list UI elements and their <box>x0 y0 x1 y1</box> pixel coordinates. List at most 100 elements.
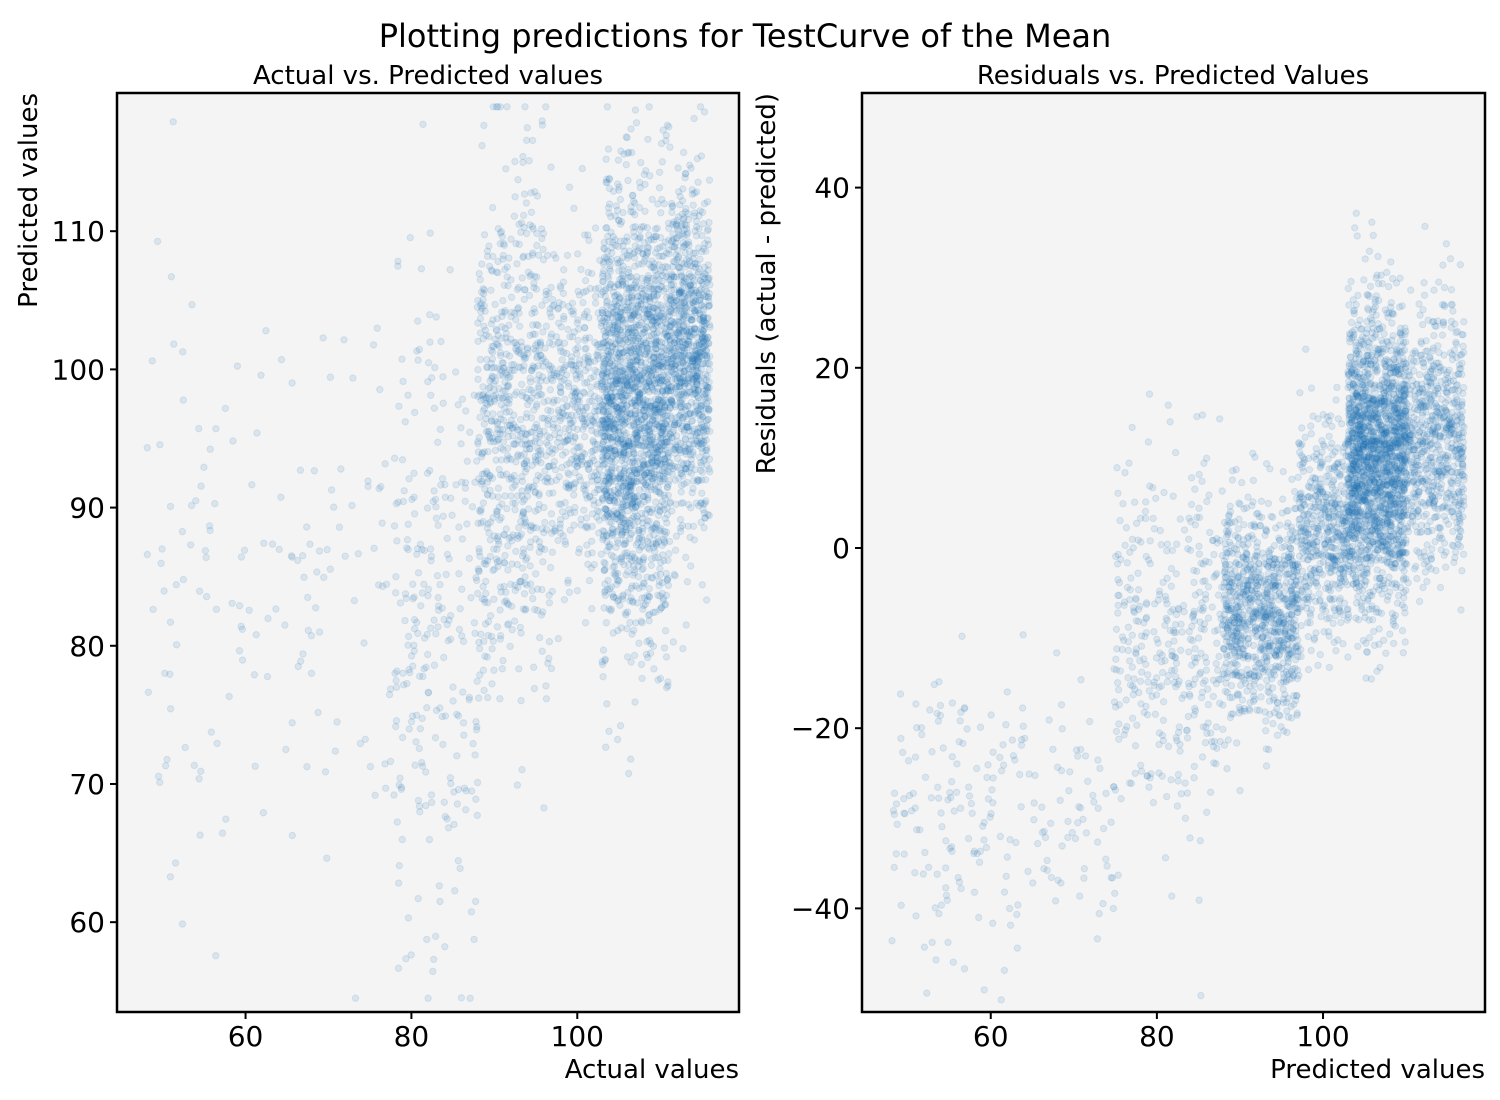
scatter-point <box>702 292 710 301</box>
scatter-point <box>1113 560 1122 568</box>
scatter-point <box>532 285 541 293</box>
scatter-point <box>667 383 675 391</box>
scatter-point <box>484 384 493 392</box>
scatter-point <box>566 526 574 534</box>
scatter-point <box>401 616 409 625</box>
scatter-point <box>497 228 506 236</box>
scatter-point <box>635 639 643 647</box>
scatter-point <box>937 901 946 909</box>
scatter-point <box>538 225 546 233</box>
scatter-point <box>630 254 639 262</box>
scatter-point <box>472 718 480 726</box>
scatter-point <box>480 637 488 645</box>
scatter-point <box>520 223 528 232</box>
scatter-point <box>1038 828 1047 837</box>
scatter-point <box>1152 494 1160 503</box>
scatter-point <box>554 536 562 545</box>
scatter-point <box>557 529 565 537</box>
scatter-point <box>566 333 574 341</box>
scatter-point <box>1206 528 1214 537</box>
scatter-point <box>1057 701 1066 709</box>
scatter-point <box>651 345 660 353</box>
scatter-point <box>655 423 663 431</box>
scatter-point <box>544 406 552 414</box>
scatter-point <box>415 802 424 810</box>
scatter-point <box>526 538 535 546</box>
scatter-point <box>1191 521 1200 529</box>
scatter-point <box>381 760 389 768</box>
scatter-point <box>705 176 714 184</box>
scatter-point <box>937 809 945 817</box>
scatter-point <box>570 460 579 469</box>
scatter-point <box>550 527 558 535</box>
scatter-point <box>528 439 536 448</box>
scatter-point <box>705 321 714 329</box>
scatter-point <box>628 148 636 157</box>
scatter-point <box>439 740 447 749</box>
scatter-point <box>478 391 487 400</box>
scatter-point <box>483 410 491 418</box>
scatter-point <box>561 498 569 507</box>
scatter-point <box>561 395 569 403</box>
scatter-point <box>663 483 671 491</box>
scatter-point <box>323 854 331 862</box>
scatter-point <box>541 518 549 527</box>
scatter-point <box>701 240 709 248</box>
scatter-point <box>161 669 169 677</box>
scatter-point <box>641 463 649 472</box>
scatter-point <box>646 449 654 457</box>
scatter-point <box>212 425 220 433</box>
scatter-point <box>473 778 482 787</box>
scatter-point <box>682 553 690 562</box>
scatter-point <box>1099 899 1107 908</box>
scatter-point <box>520 355 528 363</box>
scatter-point <box>703 353 711 361</box>
scatter-point <box>695 315 704 323</box>
scatter-point <box>1155 590 1164 599</box>
scatter-point <box>652 541 660 549</box>
scatter-point <box>386 685 395 693</box>
scatter-point <box>614 323 622 331</box>
scatter-point <box>958 632 966 640</box>
scatter-point <box>1136 514 1145 522</box>
scatter-point <box>638 674 646 683</box>
scatter-point <box>682 621 690 629</box>
scatter-point <box>1071 834 1080 843</box>
scatter-point <box>1196 837 1205 845</box>
scatter-point <box>238 656 247 664</box>
scatter-point <box>461 497 469 505</box>
scatter-point <box>573 444 581 452</box>
scatter-point <box>634 441 642 449</box>
scatter-point <box>900 850 908 858</box>
scatter-point <box>407 718 416 726</box>
scatter-point <box>1155 729 1164 737</box>
scatter-point <box>569 310 577 318</box>
scatter-point <box>580 433 589 441</box>
scatter-point <box>501 492 509 500</box>
scatter-point <box>678 286 686 294</box>
scatter-point <box>468 503 477 511</box>
scatter-point <box>1172 570 1181 578</box>
scatter-point <box>250 671 259 679</box>
scatter-point <box>613 498 622 506</box>
scatter-point <box>326 373 335 381</box>
scatter-point <box>538 585 546 594</box>
scatter-point <box>521 441 530 449</box>
scatter-point <box>478 141 486 150</box>
scatter-point <box>549 424 558 432</box>
scatter-point <box>483 401 492 409</box>
scatter-point <box>453 800 462 808</box>
scatter-point <box>642 251 650 259</box>
scatter-point <box>1153 635 1161 643</box>
scatter-point <box>601 318 609 326</box>
scatter-point <box>1124 638 1133 646</box>
scatter-point <box>619 427 628 435</box>
scatter-point <box>1156 649 1164 657</box>
scatter-point <box>507 293 516 301</box>
scatter-point <box>1164 742 1173 751</box>
scatter-point <box>695 289 703 297</box>
scatter-point <box>430 404 439 412</box>
scatter-point <box>392 573 400 581</box>
scatter-point <box>893 820 901 828</box>
scatter-point <box>491 446 500 455</box>
